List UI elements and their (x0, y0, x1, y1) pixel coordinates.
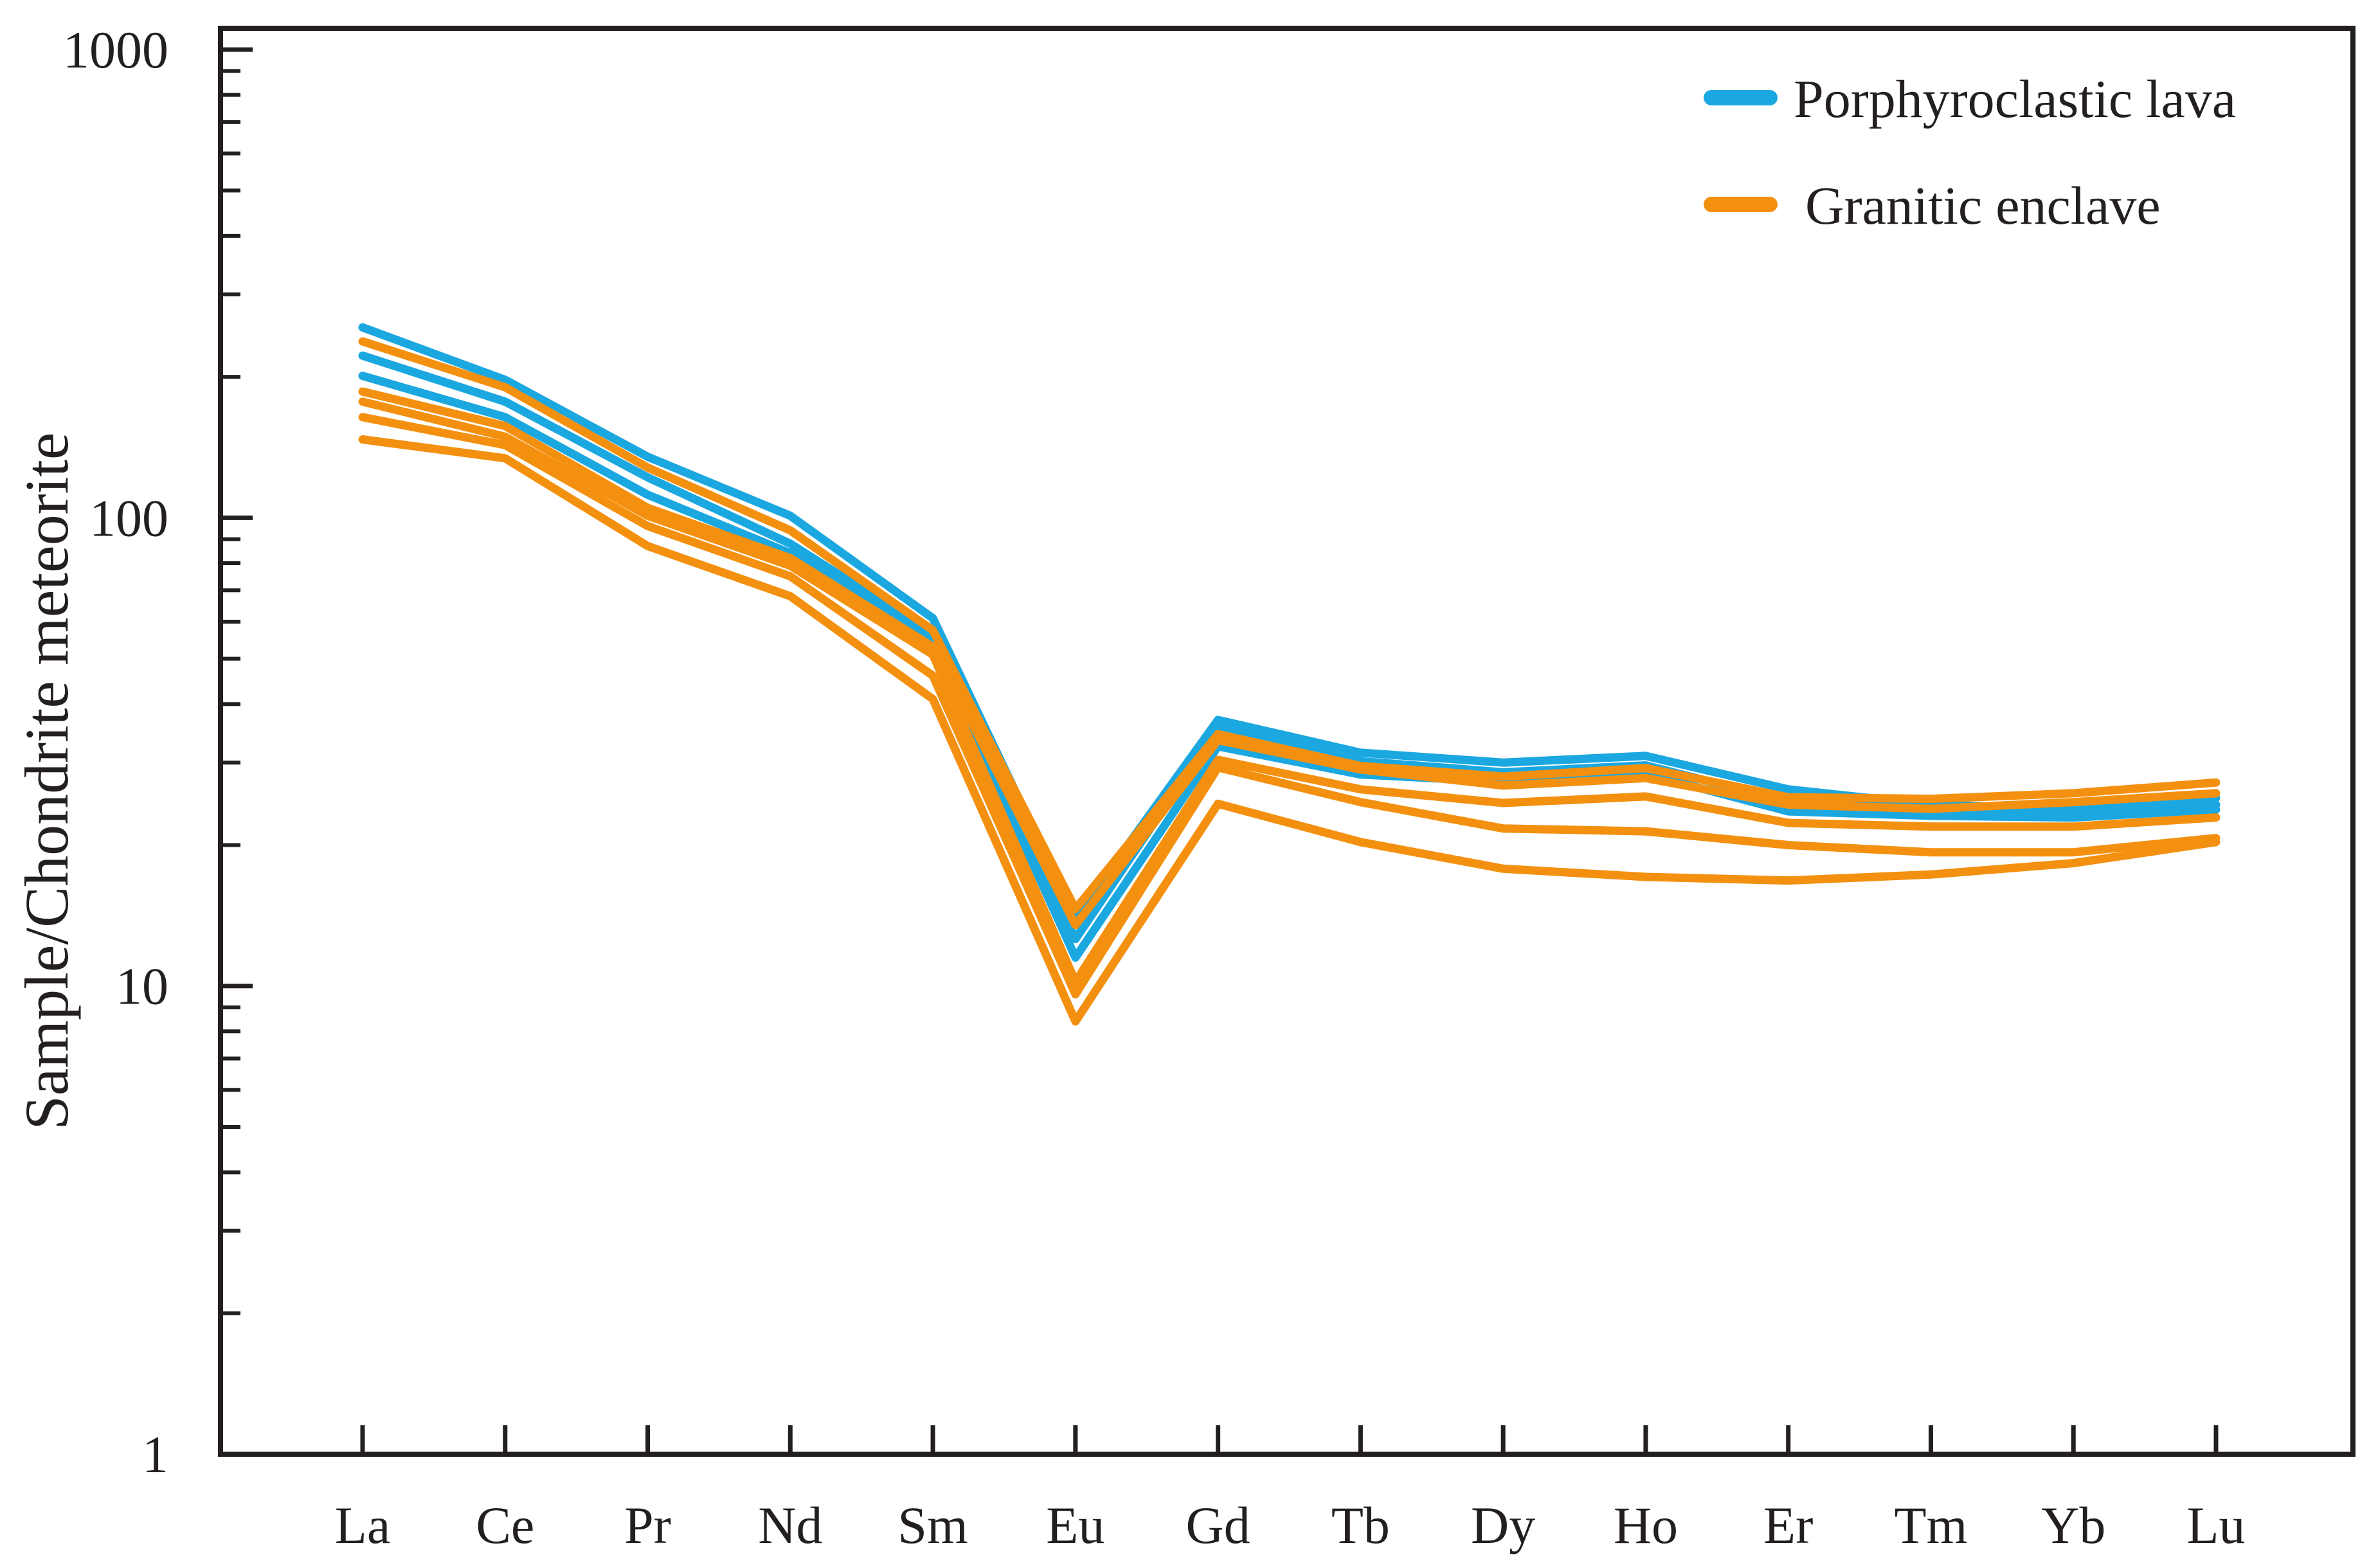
x-axis-ticks (360, 1425, 2219, 1454)
x-tick-label-Yb: Yb (2041, 1496, 2105, 1554)
x-tick-label-Tb: Tb (1331, 1496, 1390, 1554)
x-tick-label-Tm: Tm (1895, 1496, 1968, 1554)
data-series-lines (358, 323, 2220, 1026)
x-tick-label-Lu: Lu (2186, 1496, 2245, 1554)
x-tick-label-Sm: Sm (897, 1496, 968, 1554)
legend: Porphyroclastic lava Granitic enclave (1704, 69, 2236, 236)
x-tick-label-Er: Er (1763, 1496, 1813, 1554)
y-tick-label: 100 (89, 489, 168, 547)
legend-item-granitic-enclave: Granitic enclave (1704, 176, 2161, 236)
y-tick-label: 1000 (63, 21, 168, 79)
x-tick-label-Nd: Nd (758, 1496, 822, 1554)
y-tick-label: 10 (116, 957, 168, 1016)
x-tick-label-Ho: Ho (1614, 1496, 1678, 1554)
x-tick-label-Gd: Gd (1186, 1496, 1250, 1554)
x-tick-label-Dy: Dy (1471, 1496, 1535, 1554)
legend-label: Porphyroclastic lava (1794, 69, 2236, 129)
plot-border (218, 26, 2355, 1457)
series-line-granitic-enclave-3 (358, 397, 2220, 986)
legend-item-porphyroclastic-lava: Porphyroclastic lava (1704, 69, 2236, 129)
series-line-granitic-enclave-1 (358, 337, 2220, 914)
y-axis-title: Sample/Chondrite meteorite (12, 432, 81, 1130)
series-line-granitic-enclave-2 (358, 387, 2220, 930)
x-tick-label-Eu: Eu (1046, 1496, 1104, 1554)
y-axis-tick-labels: 1 10 100 1000 (63, 21, 168, 1484)
y-axis-ticks (221, 47, 253, 1315)
y-tick-label: 1 (142, 1425, 168, 1484)
x-axis-tick-labels: La Ce Pr Nd Sm Eu Gd Tb Dy Ho Er Tm Yb Lu (335, 1496, 2246, 1554)
legend-label: Granitic enclave (1805, 176, 2161, 236)
x-tick-label-Ce: Ce (476, 1496, 534, 1554)
series-line-granitic-enclave-5 (358, 435, 2220, 1026)
x-tick-label-Pr: Pr (624, 1496, 671, 1554)
series-line-porphyroclastic-lava-3 (358, 372, 2220, 962)
x-tick-label-La: La (335, 1496, 390, 1554)
series-line-granitic-enclave-4 (358, 413, 2220, 999)
